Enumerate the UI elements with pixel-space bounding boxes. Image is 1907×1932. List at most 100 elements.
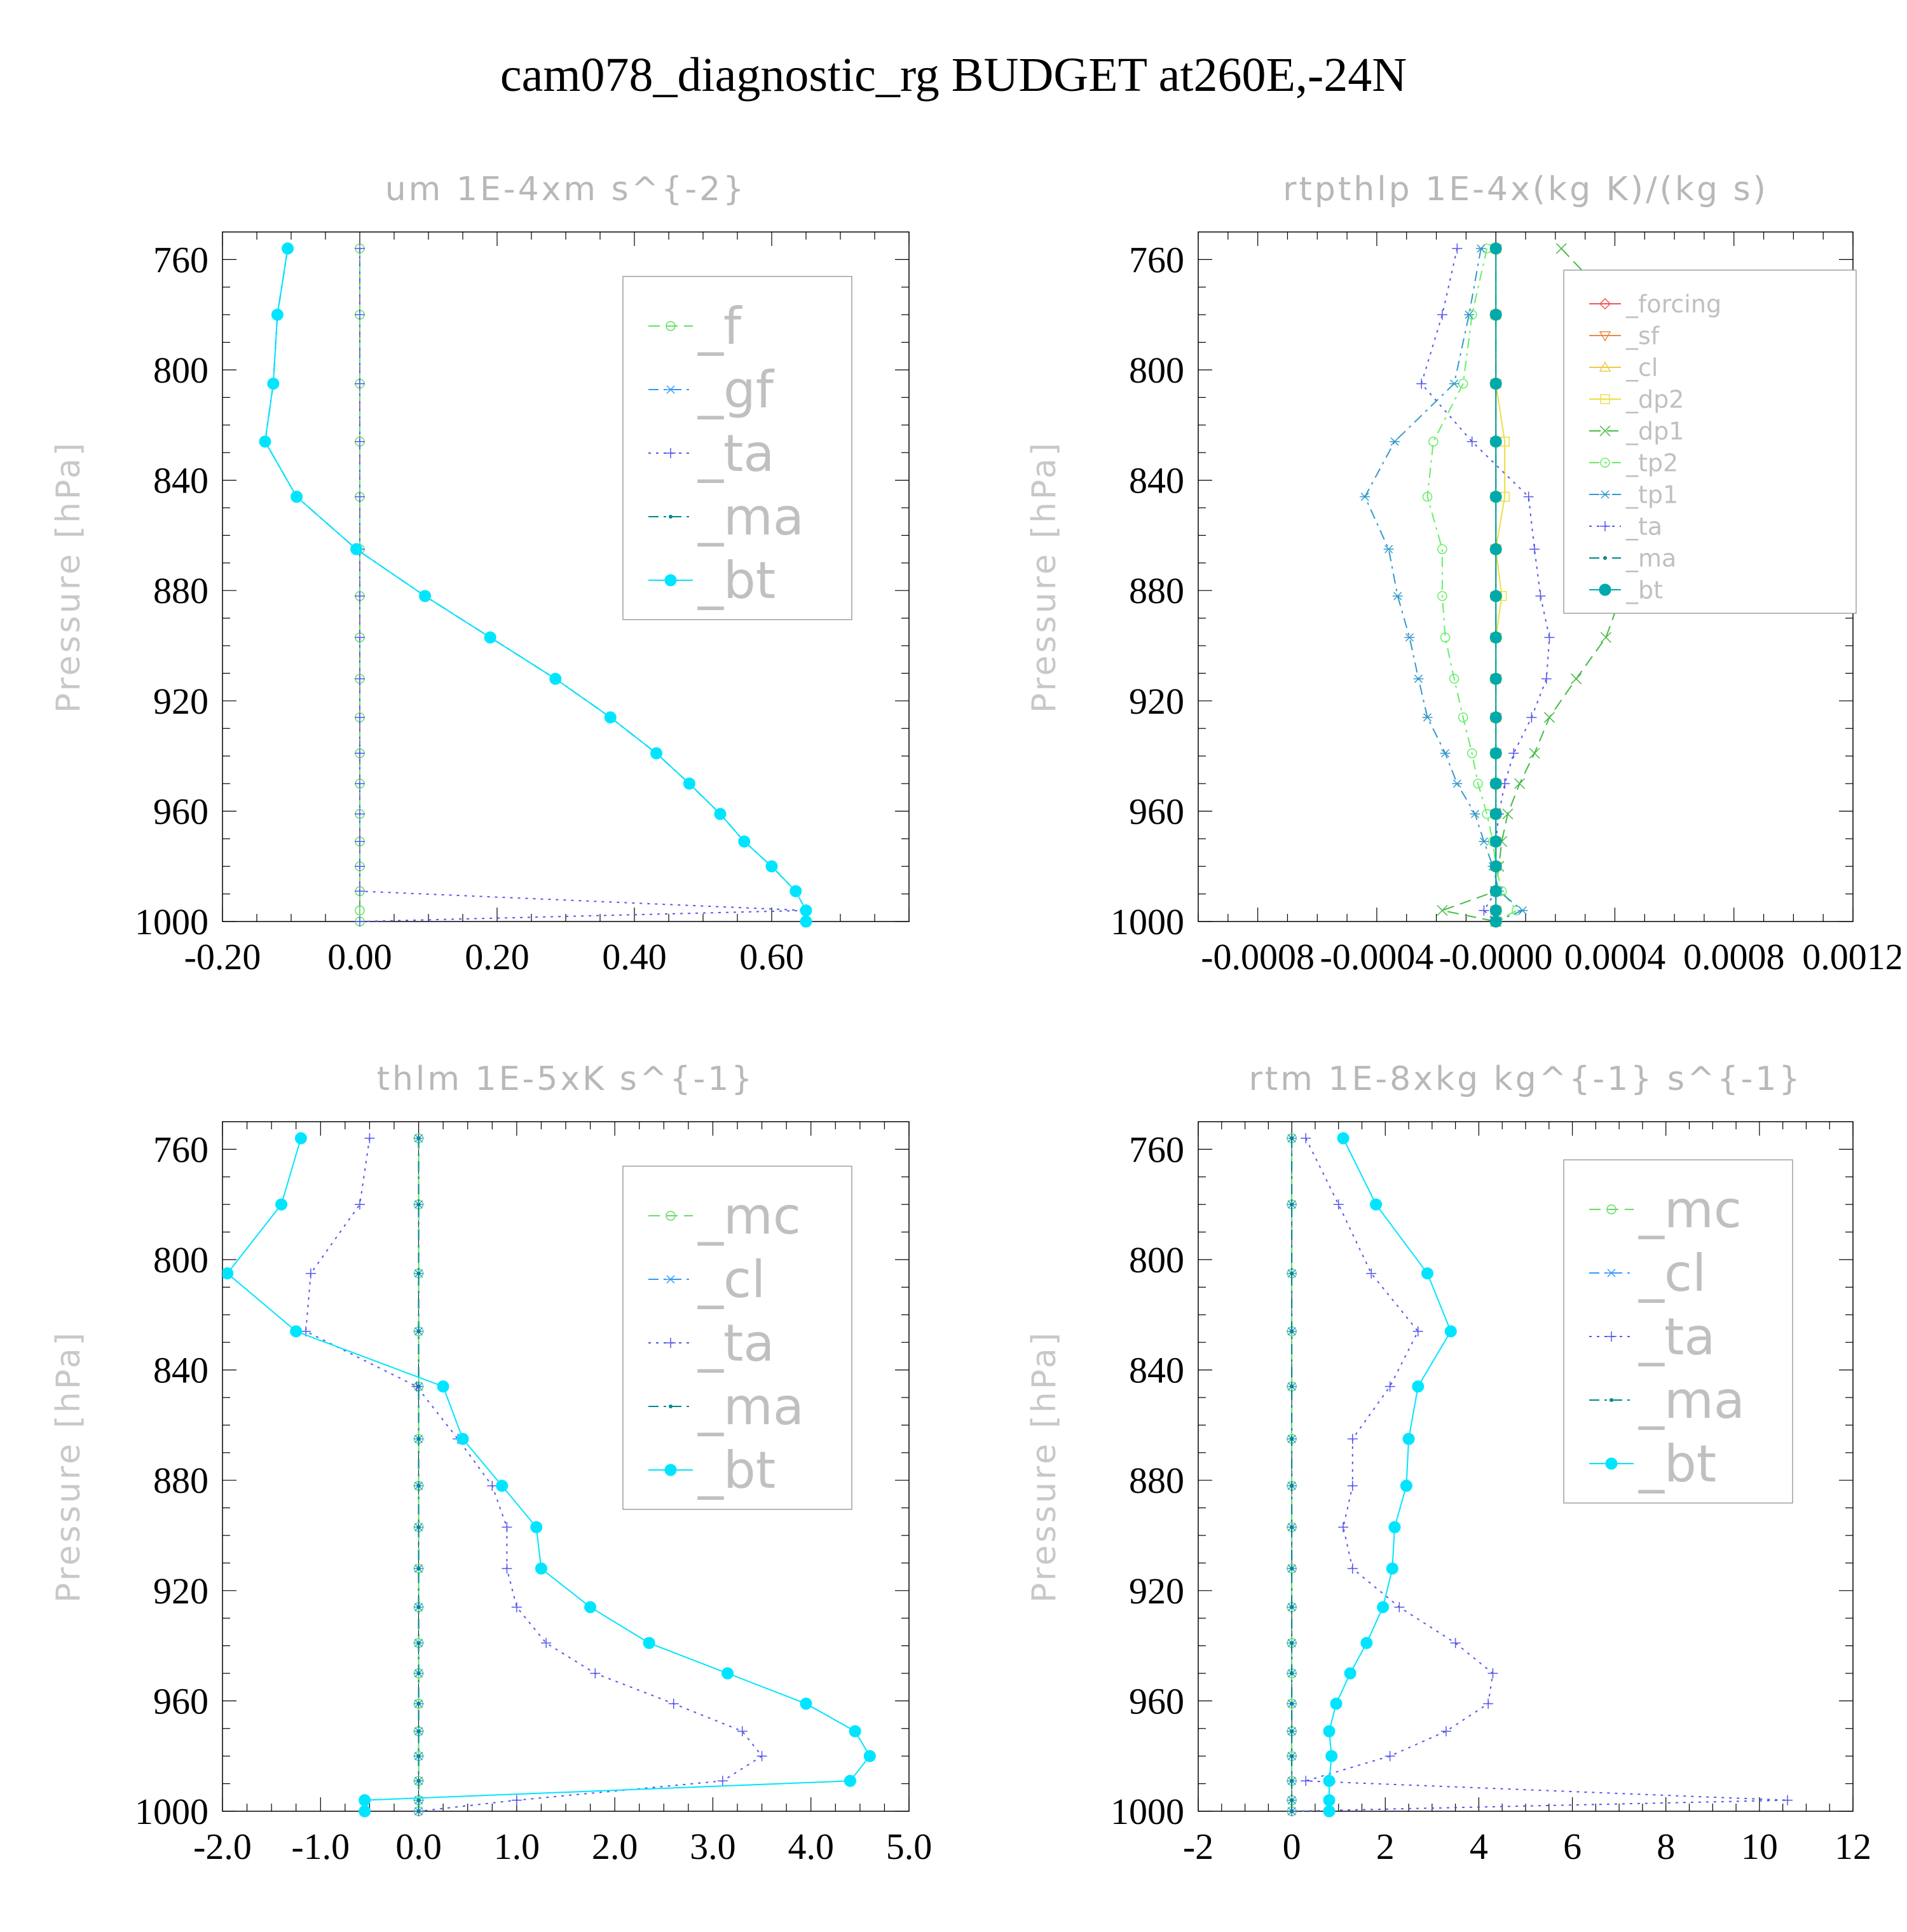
marker — [1529, 747, 1540, 759]
marker — [416, 1202, 421, 1207]
series-line — [359, 248, 807, 922]
marker — [1449, 379, 1459, 388]
y-tick-label: 880 — [1129, 570, 1184, 611]
marker — [1290, 1567, 1294, 1571]
legend-label: _bt — [1625, 576, 1663, 604]
marker — [416, 1754, 421, 1759]
marker — [1323, 1794, 1336, 1807]
x-tick-label: 0.0008 — [1683, 936, 1785, 977]
marker — [1404, 633, 1415, 642]
marker — [1606, 1269, 1617, 1277]
marker — [355, 779, 365, 789]
panel-title: um 1E-4xm s^{-2} — [385, 170, 747, 208]
marker — [1338, 1521, 1349, 1532]
y-tick-label: 760 — [153, 1129, 208, 1170]
marker — [502, 1563, 512, 1574]
marker — [275, 1198, 288, 1211]
marker — [1543, 712, 1555, 723]
marker — [355, 861, 365, 872]
data-layer — [1287, 1132, 1793, 1818]
marker — [355, 916, 365, 927]
marker — [1323, 1774, 1336, 1787]
marker — [355, 1199, 365, 1210]
marker — [714, 808, 727, 820]
marker — [650, 747, 663, 759]
marker — [1412, 1326, 1423, 1337]
x-tick-label: 0 — [1283, 1826, 1301, 1867]
marker — [668, 1698, 679, 1709]
series-tp2 — [1422, 243, 1522, 927]
y-tick-label: 840 — [1129, 460, 1184, 501]
y-tick-label: 920 — [153, 681, 208, 722]
legend: _forcing _sf _cl _dp2 _dp1 _tp2 _tp1 _ta _ma _bt — [1563, 269, 1857, 614]
marker — [530, 1521, 543, 1534]
marker — [666, 448, 676, 458]
panel-um: um 1E-4xm s^{-2} Pressure [hPa] 760 800 840 8… — [0, 153, 954, 1042]
y-tick-label: 960 — [153, 791, 208, 832]
marker — [666, 1338, 676, 1348]
marker — [305, 1268, 316, 1279]
figure-title: cam078_diagnostic_rg BUDGET at260E,-24N — [500, 48, 1407, 102]
x-tick-label: -0.0008 — [1201, 936, 1315, 977]
marker — [1489, 915, 1502, 928]
marker — [1290, 1437, 1294, 1441]
y-axis-label: Pressure [hPa] — [1025, 1330, 1063, 1603]
marker — [849, 1725, 861, 1738]
marker — [1502, 808, 1514, 820]
data-layer — [259, 242, 812, 928]
marker — [1370, 1198, 1383, 1211]
marker — [1366, 1268, 1377, 1279]
marker — [789, 885, 802, 897]
marker — [666, 1275, 676, 1284]
x-tick-label: -0.0000 — [1439, 936, 1553, 977]
x-tick-label: 1.0 — [494, 1826, 540, 1867]
y-tick-label: 800 — [1129, 350, 1184, 391]
marker — [1388, 1521, 1401, 1534]
legend-label: _f — [697, 297, 742, 356]
marker — [1290, 1525, 1294, 1529]
marker — [1489, 711, 1502, 724]
marker — [1489, 904, 1502, 917]
marker — [1290, 1271, 1294, 1276]
legend-label: _mc — [697, 1187, 801, 1246]
legend-label: _tp1 — [1625, 480, 1678, 508]
marker — [1394, 1602, 1405, 1612]
marker — [1421, 1267, 1433, 1280]
marker — [1290, 1202, 1294, 1207]
marker — [669, 1405, 673, 1408]
marker — [863, 1750, 876, 1762]
marker — [1508, 748, 1519, 759]
marker — [1290, 1701, 1294, 1706]
marker — [355, 886, 365, 897]
marker — [1347, 1480, 1358, 1491]
marker — [416, 1271, 421, 1276]
marker — [496, 1480, 509, 1492]
marker — [1452, 243, 1463, 254]
y-tick-label: 1000 — [1111, 901, 1184, 942]
marker — [1541, 674, 1552, 684]
series-tp1 — [1360, 244, 1528, 926]
x-tick-label: 2 — [1376, 1826, 1395, 1867]
y-tick-label: 1000 — [135, 1791, 208, 1832]
marker — [1610, 1398, 1613, 1402]
marker — [355, 748, 365, 759]
y-tick-label: 920 — [1129, 1570, 1184, 1612]
marker — [1440, 1726, 1451, 1737]
data-layer — [222, 1132, 876, 1818]
marker — [416, 1136, 421, 1141]
marker — [1437, 310, 1447, 320]
marker — [1603, 556, 1607, 560]
marker — [1489, 747, 1502, 759]
marker — [1290, 1384, 1294, 1389]
marker — [1402, 1432, 1415, 1445]
marker — [800, 1697, 812, 1710]
legend-label: _ma — [1638, 1371, 1745, 1430]
marker — [666, 385, 676, 394]
marker — [1489, 885, 1502, 897]
legend-label: _ta — [697, 424, 774, 483]
marker — [1337, 1132, 1350, 1145]
y-axis-label: Pressure [hPa] — [50, 440, 88, 713]
marker — [290, 491, 303, 503]
x-tick-label: 0.0 — [395, 1826, 442, 1867]
panel-title: rtpthlp 1E-4x(kg K)/(kg s) — [1283, 170, 1768, 208]
